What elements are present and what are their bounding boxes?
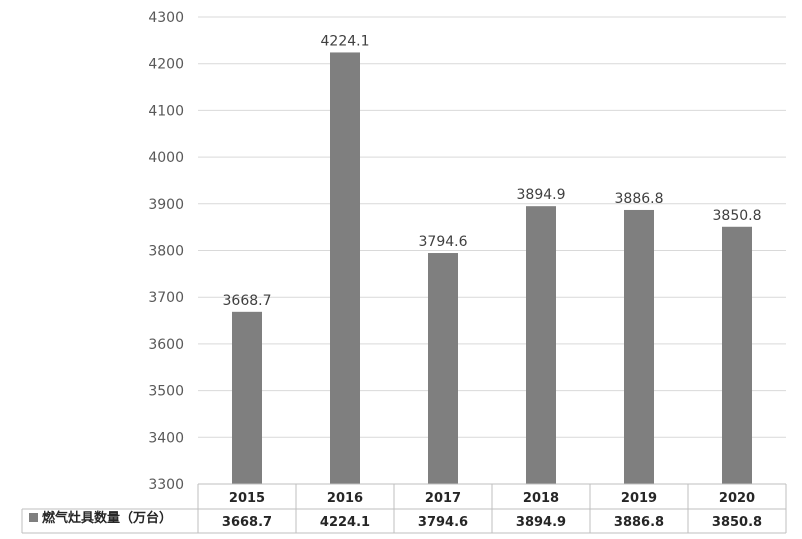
data-label: 3850.8 <box>713 208 762 224</box>
y-tick-label: 4100 <box>148 103 184 119</box>
y-tick-label: 3600 <box>148 337 184 353</box>
y-tick-label: 3400 <box>148 430 184 446</box>
gridlines <box>198 16 786 485</box>
y-tick-label: 4200 <box>148 57 184 73</box>
data-label: 3794.6 <box>419 234 468 250</box>
table-value: 3794.6 <box>418 515 468 530</box>
x-tick-label: 2016 <box>327 491 363 506</box>
x-tick-label: 2019 <box>621 491 657 506</box>
legend: 燃气灶具数量（万台） <box>29 510 172 526</box>
table-value: 4224.1 <box>320 515 370 530</box>
data-label: 4224.1 <box>321 33 370 49</box>
data-table: 2015 2016 2017 2018 2019 2020 燃气灶具数量（万台） 3668… <box>21 483 787 534</box>
y-tick-label: 4000 <box>148 150 184 166</box>
legend-series-name: 燃气灶具数量（万台） <box>42 510 172 526</box>
data-table-values: 3668.7 4224.1 3794.6 3894.9 3886.8 3850.8 <box>222 515 762 530</box>
y-axis-tick-labels: 3300 3400 3500 3600 3700 3800 3900 4000 4100 4200… <box>148 10 184 493</box>
x-tick-label: 2017 <box>425 491 461 506</box>
table-value: 3850.8 <box>712 515 762 530</box>
bars <box>232 52 752 484</box>
data-labels: 3668.7 4224.1 3794.6 3894.9 3886.8 3850.8 <box>223 33 762 308</box>
data-label: 3894.9 <box>517 187 566 203</box>
x-axis-category-labels: 2015 2016 2017 2018 2019 2020 <box>229 491 755 506</box>
legend-swatch <box>29 513 38 522</box>
data-label: 3886.8 <box>615 191 664 207</box>
bar <box>722 226 752 484</box>
x-tick-label: 2020 <box>719 491 755 506</box>
bar <box>232 311 262 484</box>
y-tick-label: 3800 <box>148 244 184 260</box>
table-value: 3894.9 <box>516 515 566 530</box>
bar <box>428 253 458 484</box>
table-value: 3668.7 <box>222 515 272 530</box>
y-tick-label: 3500 <box>148 384 184 400</box>
bar <box>624 209 654 484</box>
y-tick-label: 3700 <box>148 290 184 306</box>
data-label: 3668.7 <box>223 293 272 309</box>
y-tick-label: 3900 <box>148 197 184 213</box>
x-tick-label: 2015 <box>229 491 265 506</box>
y-tick-label: 4300 <box>148 10 184 26</box>
y-tick-label: 3300 <box>148 477 184 493</box>
data-table-lines <box>21 483 787 534</box>
x-tick-label: 2018 <box>523 491 559 506</box>
bar <box>526 206 556 484</box>
bar <box>330 52 360 484</box>
table-value: 3886.8 <box>614 515 664 530</box>
